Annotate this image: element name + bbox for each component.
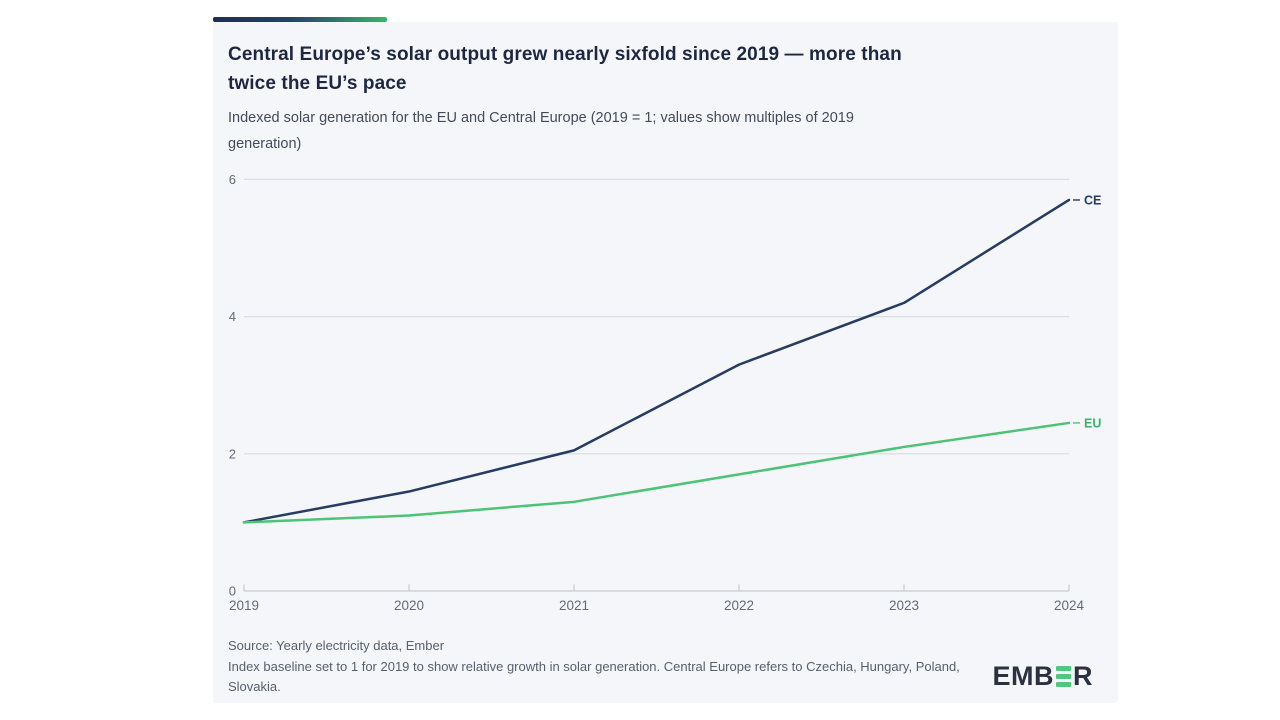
chart-card: Central Europe’s solar output grew nearl… [213,22,1118,703]
chart-subtitle-line-1: Indexed solar generation for the EU and … [228,110,854,126]
chart-footer: Source: Yearly electricity data, Ember I… [228,636,988,698]
ember-logo-e-bars-icon [1056,666,1071,687]
svg-text:2: 2 [229,446,236,461]
svg-text:2023: 2023 [889,598,919,613]
svg-text:CE: CE [1084,193,1101,207]
svg-text:2019: 2019 [229,598,259,613]
svg-text:2024: 2024 [1054,598,1085,613]
svg-text:2022: 2022 [724,598,754,613]
ember-logo: EMB R [993,663,1094,690]
svg-text:EU: EU [1084,416,1101,430]
chart-subtitle-line-2: generation) [228,136,302,152]
svg-text:6: 6 [229,172,236,187]
source-text: Source: Yearly electricity data, Ember [228,638,445,653]
footnote-text: Index baseline set to 1 for 2019 to show… [228,658,960,695]
ember-logo-text-right: R [1073,661,1093,691]
ember-logo-text-left: EMB [992,661,1054,691]
svg-text:2021: 2021 [559,598,589,613]
accent-gradient-bar [213,17,387,22]
chart-title-line-2: twice the EU’s pace [228,72,407,94]
svg-text:2020: 2020 [394,598,424,613]
line-chart: 0 2 4 6 2019 2020 2021 2022 2023 2024 CE EU [213,170,1118,630]
chart-subtitle: Indexed solar generation for the EU and … [228,105,1088,157]
chart-title-line-1: Central Europe’s solar output grew nearl… [228,44,902,65]
svg-text:4: 4 [229,309,236,324]
svg-text:0: 0 [229,584,236,599]
chart-title: Central Europe’s solar output grew nearl… [228,41,1088,98]
